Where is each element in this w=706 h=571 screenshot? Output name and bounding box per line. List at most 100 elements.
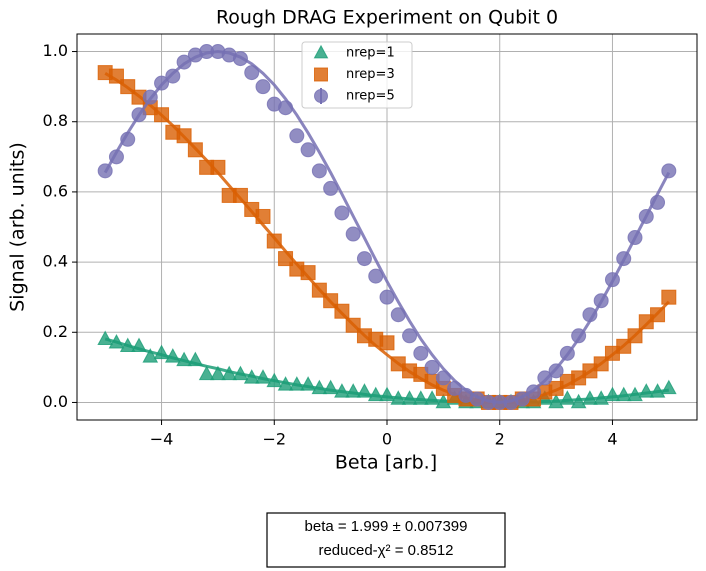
data-point xyxy=(154,75,170,91)
data-point xyxy=(548,363,564,379)
data-point xyxy=(379,289,395,305)
y-tick-label: 0.8 xyxy=(43,111,68,130)
data-point xyxy=(401,390,418,405)
data-point xyxy=(164,348,181,363)
data-point xyxy=(97,330,114,346)
data-point xyxy=(435,370,451,386)
axes-frame xyxy=(76,33,698,421)
data-point xyxy=(244,65,260,81)
data-point xyxy=(323,180,339,196)
data-point xyxy=(311,282,327,298)
data-point xyxy=(232,187,248,203)
data-point xyxy=(120,79,136,95)
data-point xyxy=(232,365,249,381)
data-point xyxy=(165,68,181,84)
legend-frame xyxy=(301,41,413,109)
data-point xyxy=(300,142,316,158)
data-point xyxy=(604,386,621,402)
data-point xyxy=(638,383,655,398)
data-point xyxy=(616,338,632,354)
data-point xyxy=(322,379,339,395)
data-point xyxy=(390,390,407,405)
annotation: reduced-χ² = 0.8512 xyxy=(318,542,453,559)
data-point xyxy=(616,251,632,267)
x-tick-label: −4 xyxy=(150,430,174,449)
data-point xyxy=(570,393,587,409)
data-point xyxy=(345,317,361,333)
data-point xyxy=(424,390,440,405)
data-point xyxy=(424,359,440,375)
data-point xyxy=(615,386,632,402)
data-point xyxy=(661,289,677,305)
data-point xyxy=(447,380,463,396)
data-point xyxy=(390,307,406,323)
data-point xyxy=(571,328,587,344)
data-point xyxy=(627,230,643,246)
data-point xyxy=(108,68,124,84)
data-point xyxy=(661,163,677,179)
data-point xyxy=(153,344,170,360)
data-point xyxy=(278,100,294,116)
data-point xyxy=(548,393,564,409)
data-point xyxy=(187,351,204,367)
data-point xyxy=(278,251,294,267)
data-point xyxy=(334,383,350,398)
data-point xyxy=(142,348,159,363)
x-tick-label: 2 xyxy=(495,430,505,449)
chart-title: Rough DRAG Experiment on Qubit 0 xyxy=(216,7,558,29)
legend-marker xyxy=(314,67,328,82)
x-axis-label: Beta [arb.] xyxy=(335,452,437,474)
data-point xyxy=(120,131,136,147)
data-point xyxy=(198,365,215,381)
data-point xyxy=(356,251,372,267)
data-point xyxy=(311,379,328,395)
data-point xyxy=(108,334,125,349)
data-point xyxy=(368,268,384,284)
data-point xyxy=(97,163,113,179)
data-point xyxy=(402,328,418,344)
data-point xyxy=(255,208,271,224)
x-tick-label: −2 xyxy=(262,430,286,449)
y-axis-label: Signal (arb. units) xyxy=(7,142,29,312)
data-point xyxy=(582,390,598,405)
data-point xyxy=(435,393,452,409)
data-point xyxy=(582,307,598,323)
y-tick-label: 1.0 xyxy=(43,41,68,60)
legend-marker xyxy=(313,44,329,59)
x-tick-label: 0 xyxy=(382,430,392,449)
data-point xyxy=(537,370,553,386)
data-point xyxy=(593,293,609,309)
data-point xyxy=(649,383,666,398)
data-point xyxy=(627,386,643,402)
data-point xyxy=(526,384,542,400)
y-tick-label: 0.2 xyxy=(43,322,68,341)
data-point xyxy=(334,303,350,319)
data-point xyxy=(154,107,170,123)
data-point xyxy=(108,149,124,165)
legend-marker xyxy=(314,89,328,103)
data-point xyxy=(187,142,203,158)
data-point xyxy=(638,208,654,224)
data-point xyxy=(650,307,666,323)
data-point xyxy=(650,194,666,210)
data-point xyxy=(345,226,361,242)
data-point xyxy=(210,365,226,381)
legend-label: nrep=5 xyxy=(346,89,395,104)
data-point xyxy=(131,337,147,353)
data-point xyxy=(221,365,238,381)
data-point xyxy=(593,390,610,405)
data-point xyxy=(255,79,271,95)
data-point xyxy=(379,386,395,402)
data-point xyxy=(176,128,192,144)
legend: nrep=1 nrep=3 nrep=5 xyxy=(301,41,413,109)
data-point xyxy=(288,376,305,391)
data-point xyxy=(413,345,429,361)
data-point xyxy=(593,356,609,372)
data-point xyxy=(356,383,373,398)
y-tick-label: 0.6 xyxy=(43,181,68,200)
annotation-box xyxy=(266,512,506,568)
data-point xyxy=(559,345,575,361)
data-point xyxy=(142,89,158,105)
annotation: beta = 1.999 ± 0.007399 xyxy=(305,518,468,535)
